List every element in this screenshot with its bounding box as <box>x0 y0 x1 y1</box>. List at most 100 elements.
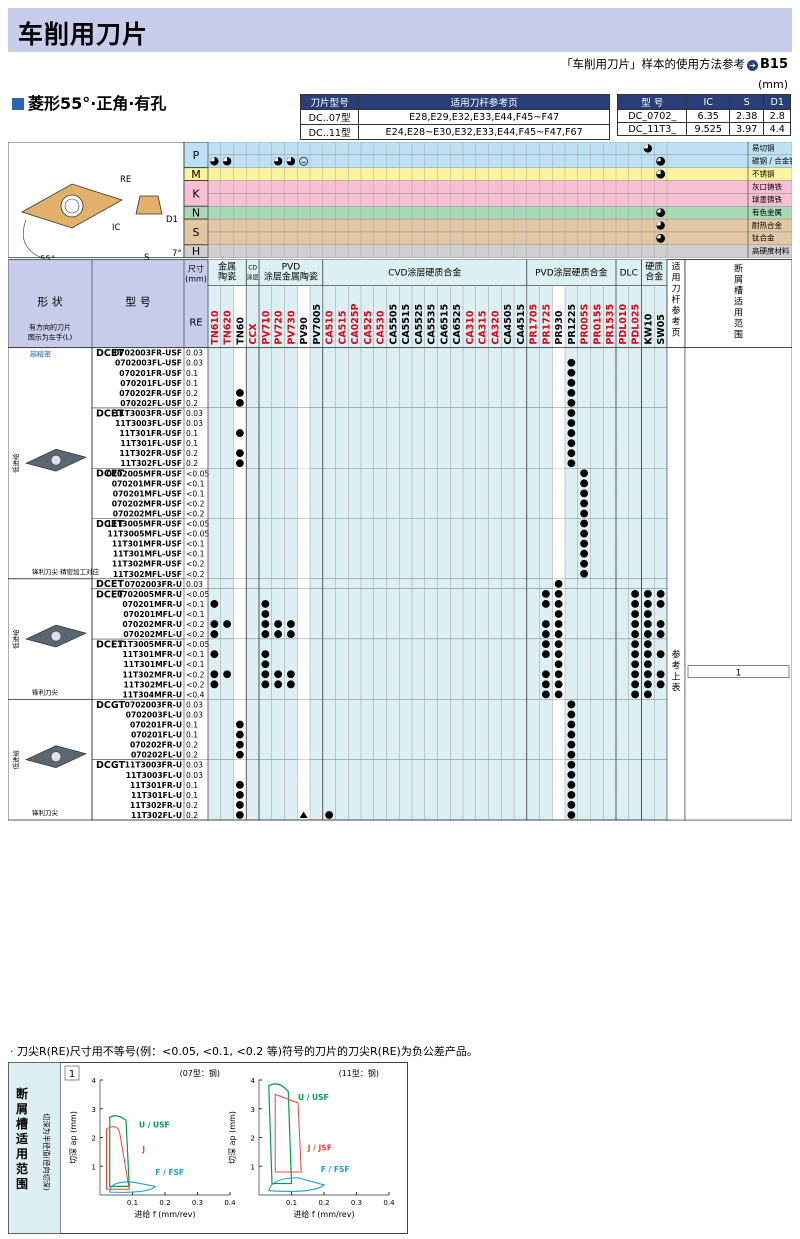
chip-box-label: 适 <box>16 1131 28 1146</box>
row-bg-white <box>552 789 565 800</box>
row-bg-white <box>552 769 565 780</box>
stock-mark <box>235 720 244 729</box>
header-bar: 车削用刀片 <box>8 8 792 52</box>
re-value: <0.1 <box>186 489 205 498</box>
stock-mark <box>580 539 589 548</box>
size-cell <box>184 538 208 549</box>
insert-model: 070201MFL-U <box>123 610 182 619</box>
re-value: <0.1 <box>186 660 205 669</box>
row-bg-white <box>552 739 565 750</box>
stock-mark <box>567 750 576 759</box>
insert-image-hole <box>50 454 62 466</box>
grade-group-label: CD <box>248 265 257 272</box>
row-bg-white <box>233 679 247 690</box>
row-bg-white <box>552 377 565 388</box>
dim-cell: 9.525 <box>686 122 730 136</box>
insert-model: 11T302MFL-U <box>124 680 183 689</box>
stock-mark <box>261 600 270 608</box>
row-bg-white <box>233 759 247 770</box>
ref-text: 考 <box>671 661 680 672</box>
x-label: 进给 f (mm/rev) <box>293 1209 354 1219</box>
grade-name: CA5525 <box>414 304 425 345</box>
size-cell <box>184 699 208 710</box>
material-code: K <box>192 187 200 200</box>
material-label: 不锈钢 <box>752 168 775 178</box>
stock-mark <box>541 589 550 598</box>
row-bg-white <box>552 418 565 429</box>
stock-mark <box>567 368 576 377</box>
re-value: <0.2 <box>186 560 205 569</box>
row-bg-white <box>297 418 310 429</box>
row-bg-white <box>233 418 247 429</box>
x-tick: 0.4 <box>224 1199 236 1207</box>
grade-header-white <box>552 285 565 348</box>
chip-header-label: 槽 <box>734 285 743 297</box>
grade-group-label: DLC <box>620 269 638 279</box>
size-cell <box>184 659 208 670</box>
row-bg-white <box>297 709 310 720</box>
dim-cell: 2.8 <box>763 109 791 123</box>
feed-label: 低进给 <box>11 453 20 473</box>
chip-num: 1 <box>69 1069 75 1080</box>
stock-mark <box>261 680 270 689</box>
insert-family: DCET <box>96 579 124 590</box>
x-tick: 0.1 <box>127 1199 138 1207</box>
row-bg-white <box>233 518 247 529</box>
stock-mark <box>580 549 589 558</box>
size-cell <box>184 669 208 680</box>
stock-mark <box>631 589 640 598</box>
suitability-mark-light <box>658 238 663 241</box>
re-value: 0.03 <box>186 710 203 719</box>
re-value: 0.03 <box>186 419 203 428</box>
stock-mark <box>261 650 270 659</box>
row-bg-white <box>233 548 247 559</box>
row-bg-white <box>552 538 565 549</box>
chip-box-label: 断 <box>16 1086 28 1101</box>
insert-model: 11T301FL-USF <box>120 439 182 448</box>
size-cell <box>184 769 208 780</box>
stock-mark <box>235 399 244 407</box>
insert-model: 11T302MFL-USF <box>113 570 182 579</box>
row-bg-white <box>233 689 247 700</box>
stock-mark <box>286 630 295 638</box>
diagram-label: IC <box>112 223 121 233</box>
stock-mark <box>261 660 270 669</box>
chip-header-label: 断 <box>734 263 743 275</box>
size-cell <box>184 729 208 740</box>
row-bg-white <box>297 357 310 368</box>
insert-family: DCET <box>96 408 124 419</box>
stock-mark <box>210 600 219 608</box>
y-label: 切深 ap (mm) <box>69 1111 78 1164</box>
stock-mark <box>567 710 576 719</box>
suitability-mark-cut <box>656 157 661 162</box>
grade-name: CA315 <box>478 310 489 344</box>
suitability-mark-cut <box>656 208 661 213</box>
grade-name: CA320 <box>490 310 501 345</box>
material-band <box>183 231 792 245</box>
insert-model: 11T302FR-U <box>130 801 182 810</box>
grade-name: PR1725 <box>541 304 552 345</box>
re-value: <0.1 <box>186 610 205 619</box>
re-value: 0.1 <box>186 429 198 438</box>
size-cell <box>184 518 208 529</box>
region-u <box>268 1083 293 1185</box>
stock-mark <box>541 630 550 638</box>
grade-group-label: PVD <box>282 263 301 273</box>
re-value: 0.03 <box>186 409 203 418</box>
grade-name: PDL010 <box>618 304 629 345</box>
stock-mark <box>580 479 589 488</box>
size-cell <box>184 709 208 720</box>
re-value: 0.1 <box>186 439 198 448</box>
material-label: 灰口铸铁 <box>752 181 782 191</box>
size-cell <box>184 347 208 358</box>
diagram-label: S <box>144 253 149 263</box>
dim-header: S <box>728 94 765 110</box>
row-bg-white <box>233 367 247 378</box>
series-label: J / JSF <box>307 1143 332 1152</box>
row-bg-white <box>297 729 310 740</box>
row-bg-white <box>552 709 565 720</box>
stock-mark <box>235 790 244 799</box>
stock-mark <box>567 780 576 789</box>
usage-reference[interactable]: 「车削用刀片」样本的使用方法参考 ➔ B15 <box>561 57 788 72</box>
material-label: 球墨铸铁 <box>752 194 782 204</box>
